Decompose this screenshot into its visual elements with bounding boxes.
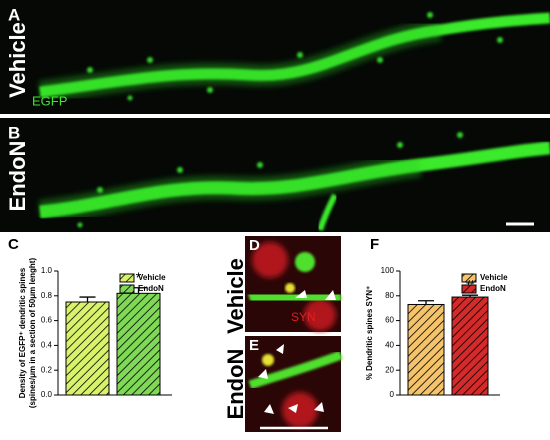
y-tick-label: 0.8 <box>41 291 53 300</box>
micrograph-e: E EndoN <box>223 336 343 432</box>
micrograph-a: A Vehicle EGFP <box>0 0 550 114</box>
bar <box>407 303 445 396</box>
legend-label: Vehicle <box>138 273 166 282</box>
channel-label: SYN <box>291 310 316 324</box>
condition-label: Vehicle <box>5 22 30 98</box>
bar <box>451 296 489 396</box>
y-tick-label: 0.0 <box>41 390 53 399</box>
micrograph-d: D Vehicle SYN <box>223 236 342 334</box>
error-bar <box>462 294 478 298</box>
panel-label: A <box>8 5 20 24</box>
y-tick-label: 0.2 <box>41 365 53 374</box>
panel-label: B <box>8 123 20 142</box>
legend-swatch <box>119 273 135 283</box>
condition-label: EndoN <box>223 349 248 420</box>
condition-label: EndoN <box>5 141 30 212</box>
y-tick-label: 100 <box>381 266 395 275</box>
error-bar <box>79 296 96 302</box>
panel-label: D <box>249 237 260 254</box>
micrograph-b: B EndoN <box>0 118 550 232</box>
y-tick-label: 0.6 <box>41 316 53 325</box>
y-tick-label: 0.4 <box>41 341 53 350</box>
legend-label: Vehicle <box>480 273 508 282</box>
bar <box>65 301 110 396</box>
y-tick-label: 60 <box>385 316 394 325</box>
y-tick-label: 80 <box>385 291 394 300</box>
y-tick-label: 0 <box>390 390 395 399</box>
y-tick-label: 20 <box>385 365 394 374</box>
y-axis-label: (spines/μm in a section of 50μm lenght) <box>28 258 37 409</box>
legend-swatch <box>461 273 477 283</box>
panel-label: C <box>8 236 19 253</box>
error-bar <box>418 300 434 305</box>
bar <box>116 292 161 396</box>
channel-label: EGFP <box>32 93 67 108</box>
legend-swatch <box>461 284 477 294</box>
y-tick-label: 1.0 <box>41 266 53 275</box>
y-tick-label: 40 <box>385 341 394 350</box>
legend-label: EndoN <box>480 284 506 293</box>
y-axis-label: % Dendritic spines SYN⁺ <box>365 286 374 380</box>
condition-label: Vehicle <box>223 258 248 334</box>
legend-swatch <box>119 284 135 294</box>
panel-label: E <box>249 337 259 354</box>
significance-mark: * <box>136 270 142 287</box>
legend-label: EndoN <box>138 284 164 293</box>
y-axis-label: Density of EGFP⁺ dendritic spines <box>18 267 27 398</box>
panel-label: F <box>370 236 379 253</box>
